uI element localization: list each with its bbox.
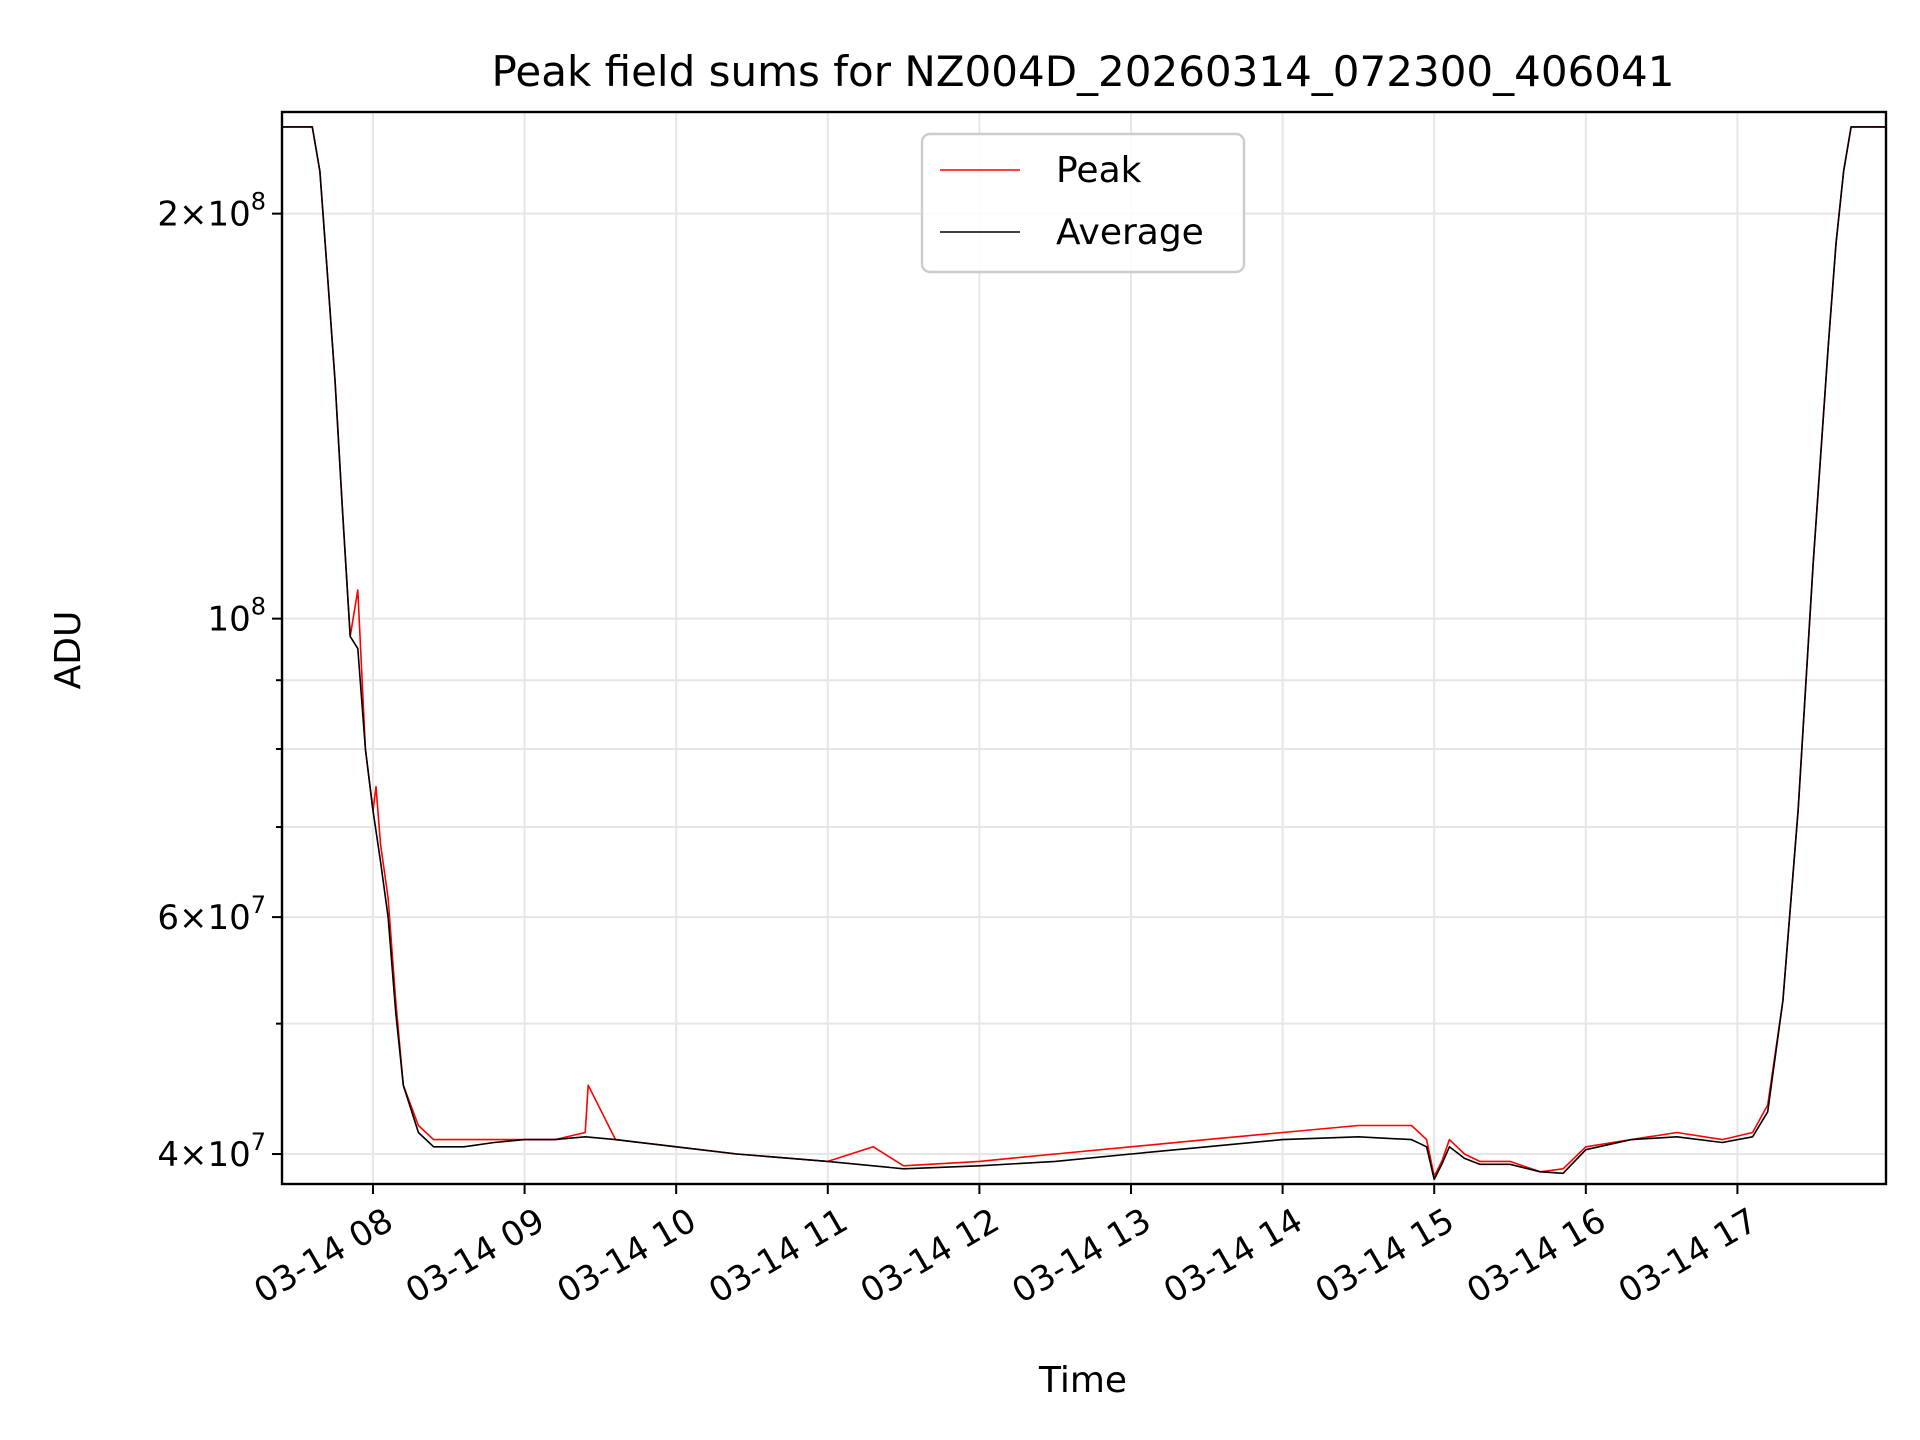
chart-title: Peak field sums for NZ004D_20260314_0723… bbox=[492, 47, 1675, 96]
y-tick-label: 4×107 bbox=[157, 1128, 266, 1175]
y-tick-times: ×10 bbox=[179, 1135, 251, 1175]
y-tick-exponent: 8 bbox=[251, 188, 266, 216]
y-tick-times: ×10 bbox=[179, 195, 251, 235]
legend-label-peak: Peak bbox=[1056, 150, 1142, 191]
plot-area bbox=[282, 112, 1886, 1184]
y-tick: 6×107 bbox=[157, 891, 282, 938]
legend: Peak Average bbox=[920, 132, 1246, 274]
y-tick-mantissa: 4 bbox=[157, 1135, 179, 1175]
y-tick-exponent: 7 bbox=[251, 891, 266, 919]
plot-frame bbox=[280, 110, 1888, 1186]
series-line-average bbox=[282, 126, 1886, 1181]
y-tick-times: ×10 bbox=[179, 898, 251, 938]
y-axis-label: ADU bbox=[48, 611, 89, 690]
y-tick: 4×107 bbox=[157, 1128, 282, 1175]
series-line-peak bbox=[282, 126, 1886, 1178]
series-layer bbox=[282, 126, 1886, 1181]
y-tick-label: 6×107 bbox=[157, 891, 266, 938]
y-tick: 2×108 bbox=[157, 188, 282, 235]
y-tick: 108 bbox=[207, 593, 282, 640]
legend-label-average: Average bbox=[1056, 212, 1204, 253]
y-tick-label: 2×108 bbox=[157, 188, 266, 235]
y-tick-mantissa: 6 bbox=[157, 898, 179, 938]
y-tick-base: 10 bbox=[207, 600, 250, 640]
grid-lines bbox=[282, 112, 1886, 1184]
legend-box bbox=[920, 132, 1246, 274]
y-tick-label: 108 bbox=[207, 593, 266, 640]
y-tick-mantissa: 2 bbox=[157, 195, 179, 235]
y-tick-exponent: 7 bbox=[251, 1128, 266, 1156]
x-axis-label: Time bbox=[1038, 1360, 1127, 1401]
y-tick-exponent: 8 bbox=[251, 593, 266, 621]
